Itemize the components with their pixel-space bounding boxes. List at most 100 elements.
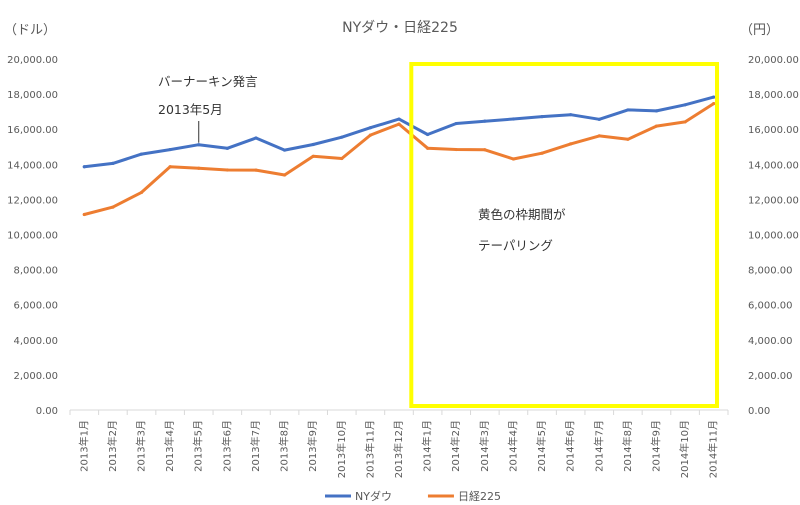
legend-label-1: NYダウ [355,489,392,503]
data-point [712,95,716,99]
right-axis-ticks: 0.00 2,000.00 4,000.00 6,000.00 8,000.00 10,0… [748,55,799,417]
data-point [654,124,659,128]
data-point [397,122,401,126]
x-tick-label: 2013年10月 [335,420,348,478]
data-point [683,120,687,124]
x-tick-label: 2013年5月 [192,420,205,472]
data-point [712,101,716,106]
data-point [254,136,258,140]
left-tick-label: 12,000.00 [7,195,58,206]
right-tick-label: 2,000.00 [748,371,793,382]
legend-label-2: 日経225 [458,490,501,503]
data-point [540,115,544,119]
annotation-bernanke-remark: バーナーキン発言 [158,74,258,89]
data-point [597,117,601,121]
data-point [340,156,344,161]
left-axis-ticks: 0.00 2,000.00 4,000.00 6,000.00 8,000.00 10,0… [7,55,58,417]
left-tick-label: 6,000.00 [13,301,58,312]
right-tick-label: 12,000.00 [748,195,799,206]
annotation-bernanke-date: 2013年5月 [158,102,223,117]
data-point [397,117,401,121]
data-point [654,109,659,113]
data-point [311,154,315,158]
left-tick-label: 14,000.00 [7,160,58,171]
data-point [282,173,287,177]
annotation-tapering-line1: 黄色の枠期間が [478,207,566,222]
left-tick-label: 0.00 [36,406,58,417]
series-layer [82,95,716,217]
data-point [683,103,687,107]
left-tick-label: 4,000.00 [13,336,58,347]
x-tick-label: 2013年2月 [106,420,119,472]
data-point [540,151,544,155]
x-tick-label: 2014年9月 [649,420,662,472]
x-tick-label: 2014年8月 [621,420,634,472]
right-tick-label: 14,000.00 [748,160,799,171]
x-tick-label: 2014年1月 [421,420,434,472]
x-tick-label: 2013年8月 [278,420,291,472]
left-tick-label: 16,000.00 [7,125,58,136]
right-tick-label: 4,000.00 [748,336,793,347]
x-tick-label: 2014年7月 [592,420,605,472]
right-tick-label: 20,000.00 [748,55,799,66]
left-tick-label: 2,000.00 [13,371,58,382]
data-point [82,165,86,169]
data-point [197,166,201,170]
legend: NYダウ 日経225 [325,489,501,503]
x-tick-label: 2014年11月 [707,420,720,478]
x-tick-label: 2013年12月 [392,420,405,478]
left-tick-label: 8,000.00 [13,266,58,277]
data-point [483,119,487,123]
right-tick-label: 0.00 [748,406,770,417]
data-point [426,132,430,137]
data-point [597,134,601,138]
data-point [511,157,516,161]
x-tick-label: 2013年9月 [306,420,319,472]
data-point [197,143,201,147]
data-point [368,126,372,130]
data-point [368,133,372,137]
x-tick-label: 2014年6月 [564,420,577,472]
data-point [454,147,458,152]
x-tick-label: 2013年4月 [163,420,176,472]
data-point [511,117,516,121]
x-tick-label: 2014年4月 [506,420,519,472]
right-axis-unit: （円） [740,23,779,38]
data-point [426,146,430,150]
data-point [111,205,115,209]
x-tick-label: 2013年1月 [77,420,90,472]
data-point [139,152,144,156]
x-tick-label: 2013年11月 [363,420,376,478]
data-point [139,190,144,195]
data-point [626,108,630,112]
left-tick-label: 18,000.00 [7,90,58,101]
data-point [282,148,287,152]
x-tick-label: 2014年2月 [449,420,462,472]
x-tick-label: 2013年6月 [220,420,233,472]
left-tick-label: 20,000.00 [7,55,58,66]
x-tick-label: 2014年10月 [678,420,691,478]
right-tick-label: 16,000.00 [748,125,799,136]
data-point [454,121,458,126]
data-point [225,146,229,150]
x-tick-label: 2014年3月 [478,420,491,472]
x-tick-label: 2013年7月 [249,420,262,472]
tapering-highlight-box [409,62,719,408]
x-tick-label: 2013年3月 [135,420,148,472]
data-point [569,142,573,146]
data-point [254,168,258,172]
annotation-tapering-line2: テーパリング [478,238,553,253]
left-axis-unit: （ドル） [4,23,56,38]
right-tick-label: 18,000.00 [748,90,799,101]
data-point [111,161,115,165]
data-point [483,148,487,152]
data-point [168,165,172,169]
right-tick-label: 6,000.00 [748,301,793,312]
data-point [569,113,573,117]
data-point [340,135,344,139]
left-tick-label: 10,000.00 [7,231,58,242]
data-point [82,212,86,217]
data-point [311,142,315,147]
chart-title: NYダウ・日経225 [342,20,458,36]
